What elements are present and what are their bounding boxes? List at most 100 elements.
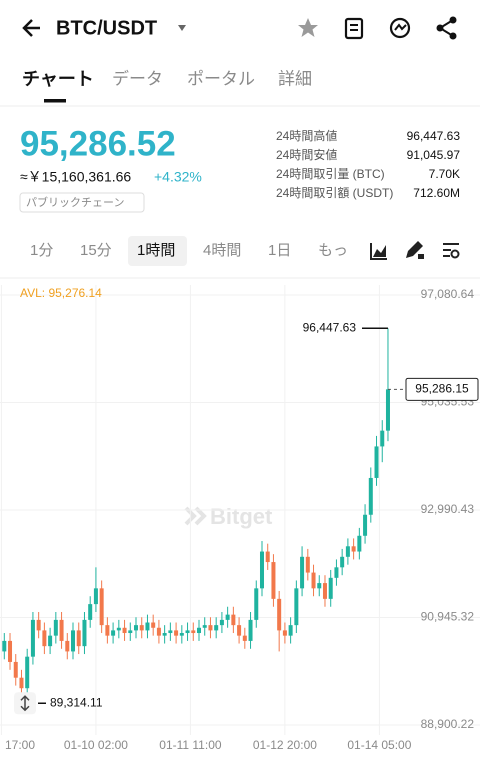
candle-body <box>214 625 219 631</box>
candle-body <box>317 583 322 589</box>
alert-icon[interactable] <box>389 17 411 39</box>
candle-body <box>116 627 121 631</box>
candle-body <box>151 622 156 628</box>
stat-label: 24時間取引額 (USDT) <box>276 186 393 200</box>
candle-body <box>185 630 190 634</box>
candle-body <box>93 588 98 605</box>
candle-body <box>122 627 127 634</box>
candle-body <box>25 656 30 689</box>
pair-dropdown[interactable] <box>178 25 186 31</box>
last-price-label: 95,286.15 <box>415 381 469 395</box>
fiat-price: ≈￥15,160,361.66 <box>20 169 131 185</box>
candle-body <box>208 625 213 631</box>
last-price-box <box>405 377 479 401</box>
candle-body <box>139 625 144 631</box>
x-tick-label: 01-12 20:00 <box>253 738 317 752</box>
candle-body <box>305 556 310 573</box>
candle-body <box>59 619 64 641</box>
candle-body <box>65 640 70 652</box>
timeframe[interactable]: もっ <box>318 242 348 259</box>
timeframe[interactable]: 1分 <box>30 242 53 259</box>
candle-body <box>265 551 270 563</box>
stat-label: 24時間取引量 (BTC) <box>276 167 385 181</box>
tab-indicator <box>44 99 66 103</box>
candle-body <box>340 556 345 568</box>
timeframe[interactable]: 4時間 <box>203 242 241 259</box>
candle-body <box>363 514 368 536</box>
timeframe[interactable]: 1日 <box>268 242 291 259</box>
candle-body <box>311 572 316 589</box>
tab[interactable]: データ <box>112 68 163 88</box>
candle-body <box>36 619 41 631</box>
candle-body <box>168 630 173 634</box>
candle-body <box>374 446 379 478</box>
chart-type-icon[interactable] <box>370 243 387 260</box>
timeframe[interactable]: 15分 <box>80 242 112 259</box>
stat-value: 7.70K <box>429 167 460 181</box>
candle-body <box>334 567 339 578</box>
candle-body <box>231 614 236 626</box>
candle-body <box>174 630 179 636</box>
candle-body <box>259 551 264 589</box>
candle-body <box>248 619 253 641</box>
candle-body <box>8 640 13 662</box>
candle-body <box>288 625 293 636</box>
watermark-text: Bitget <box>210 504 273 529</box>
avl-label: AVL: 95,276.14 <box>20 286 102 300</box>
watermark: Bitget <box>184 504 273 529</box>
timeframe[interactable]: 1時間 <box>137 242 175 259</box>
candle-body <box>196 627 202 634</box>
candle-body <box>82 619 87 647</box>
indicator-icon[interactable] <box>443 243 460 259</box>
candle-body <box>71 630 76 652</box>
candle-body <box>242 635 247 641</box>
back-button[interactable] <box>22 19 40 37</box>
candle-body <box>300 556 305 589</box>
chart: 97,080.6495,035.5392,990.4390,945.3288,9… <box>0 285 480 752</box>
candle-body <box>134 625 139 631</box>
candle-body <box>30 619 35 657</box>
draw-icon[interactable] <box>406 241 424 259</box>
x-tick-label: 01-11 11:00 <box>159 738 222 752</box>
tab[interactable]: チャート <box>22 69 94 89</box>
y-tick-label: 90,945.32 <box>421 610 475 624</box>
candle-body <box>328 577 333 599</box>
stat-label: 24時間安値 <box>276 147 337 162</box>
candle-body <box>42 630 47 647</box>
stat-value: 712.60M <box>413 186 460 200</box>
candle-body <box>202 625 207 628</box>
candle-body <box>345 546 350 557</box>
candle-body <box>128 630 133 634</box>
pair-title[interactable]: BTC/USDT <box>56 17 157 39</box>
share-icon[interactable] <box>436 16 457 40</box>
stat-label: 24時間高値 <box>276 128 337 143</box>
candle-body <box>385 389 390 431</box>
low-marker-icon <box>20 695 30 712</box>
timeframe-active <box>128 236 187 266</box>
candle-body <box>145 622 150 631</box>
stat-value: 91,045.97 <box>407 148 461 162</box>
x-tick-label: 01-14 05:00 <box>347 738 411 752</box>
candle-body <box>271 562 276 599</box>
candle-body <box>351 546 356 552</box>
candle-body <box>357 535 362 552</box>
price-change: +4.32% <box>154 169 202 185</box>
candle-body <box>99 588 104 626</box>
stat-value: 96,447.63 <box>407 129 461 143</box>
candle-body <box>282 630 287 636</box>
notes-icon[interactable] <box>344 17 364 40</box>
candle-body <box>53 619 58 636</box>
candle-body <box>76 630 81 647</box>
y-tick-label: 97,080.64 <box>421 287 475 301</box>
candle-body <box>294 588 299 626</box>
favorite-icon[interactable] <box>298 18 318 37</box>
candle-body <box>156 627 161 636</box>
tag: パブリックチェーン <box>26 195 124 209</box>
candle-body <box>105 625 110 636</box>
candle-body <box>179 633 184 636</box>
tab[interactable]: ポータル <box>187 69 255 88</box>
tab[interactable]: 詳細 <box>278 69 312 88</box>
candle-body <box>162 633 167 636</box>
candle-body <box>48 635 53 647</box>
